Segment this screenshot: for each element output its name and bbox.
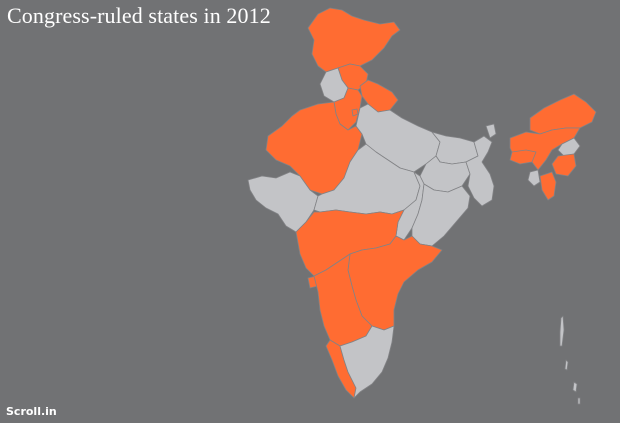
state-jammu-and-kashmir[interactable] [307, 7, 401, 73]
state-odisha[interactable] [411, 183, 471, 247]
state-mizoram[interactable] [539, 171, 557, 201]
state-arunachal-pradesh[interactable] [529, 93, 597, 135]
source-credit: Scroll.in [6, 405, 57, 418]
state-meghalaya[interactable] [509, 149, 537, 165]
state-sikkim[interactable] [485, 123, 497, 139]
state-delhi[interactable] [351, 108, 359, 117]
state-andaman-and-nicobar-islands[interactable] [559, 315, 581, 405]
state-uttarakhand[interactable] [359, 79, 399, 113]
state-manipur[interactable] [551, 153, 577, 177]
state-west-bengal[interactable] [465, 135, 495, 207]
state-tripura[interactable] [527, 169, 541, 187]
map-title: Congress-ruled states in 2012 [7, 3, 271, 28]
state-gujarat[interactable] [247, 171, 319, 233]
state-tamil-nadu[interactable] [339, 325, 395, 399]
